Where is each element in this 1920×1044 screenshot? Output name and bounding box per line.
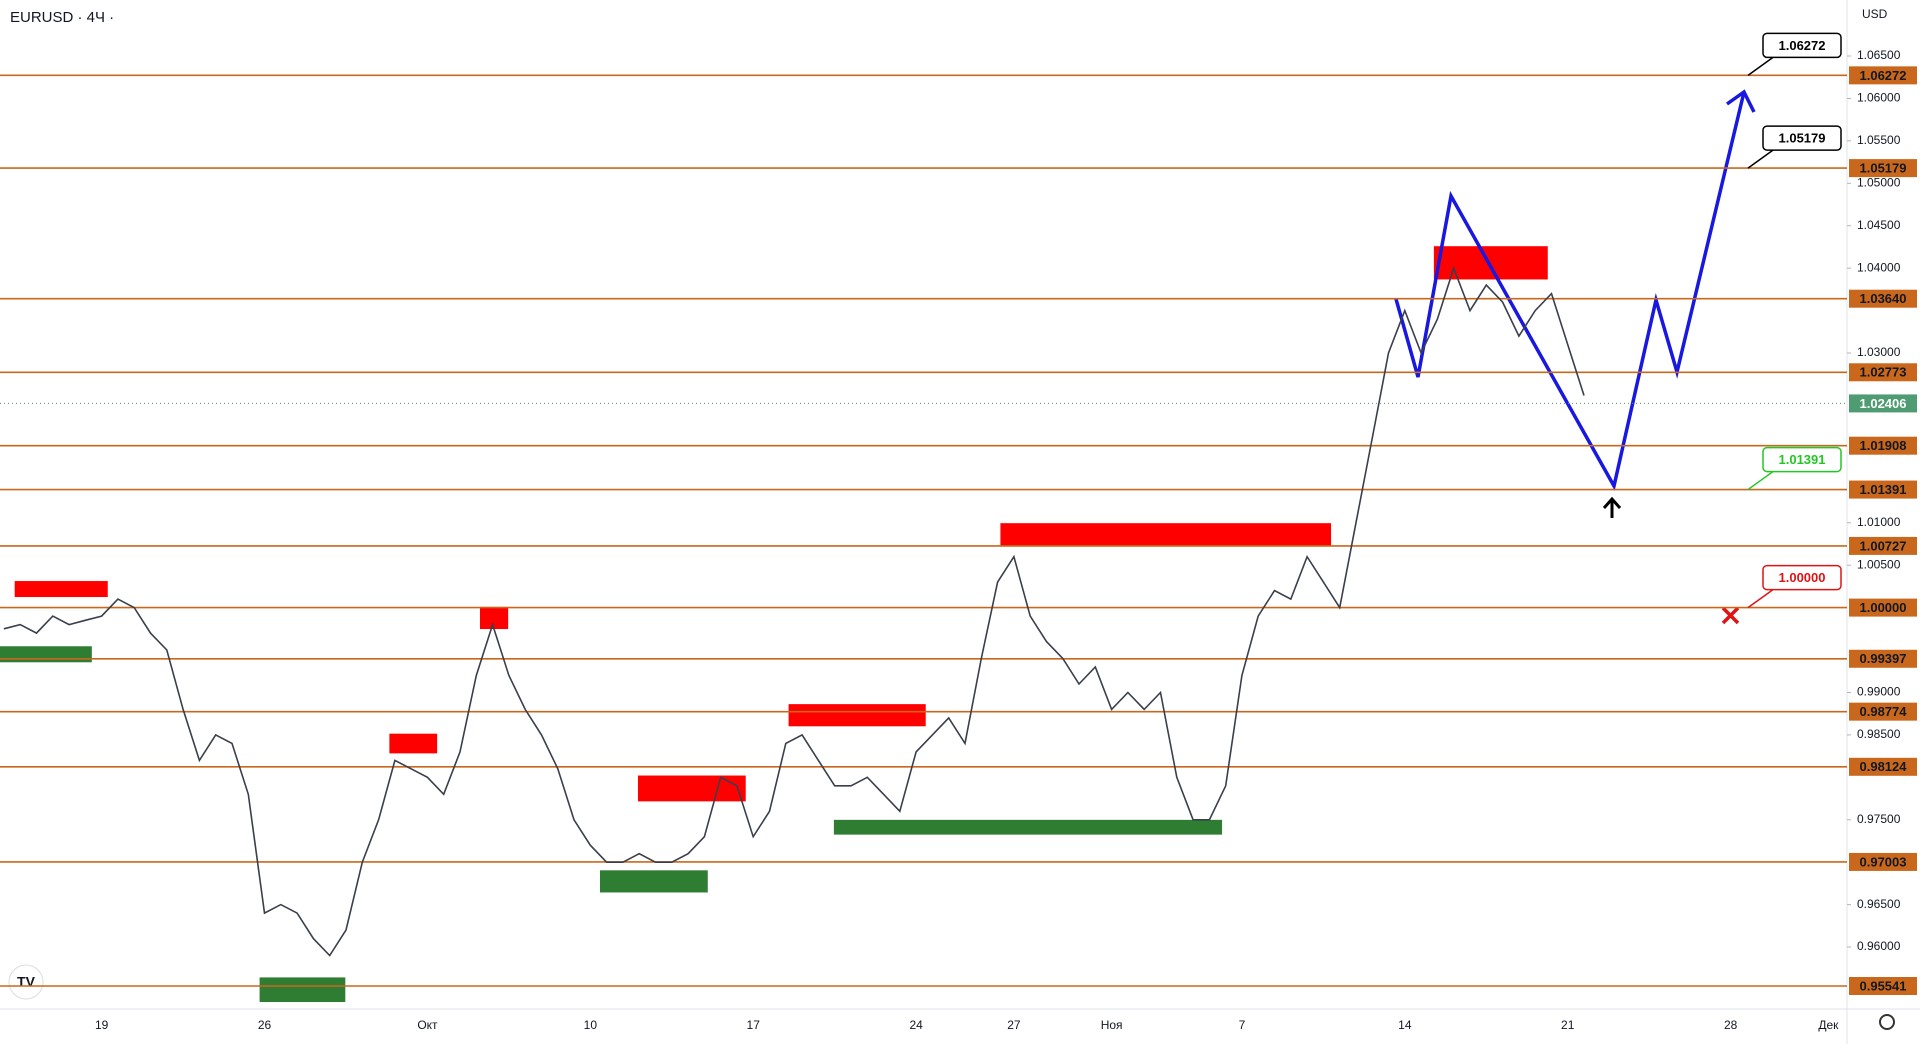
- zones: [0, 246, 1548, 1003]
- zone: [637, 775, 746, 802]
- x-tick-label: 17: [747, 1018, 761, 1032]
- level-label: 1.05179: [1860, 161, 1907, 176]
- up-arrow: [1602, 496, 1622, 518]
- x-tick-label: 21: [1561, 1018, 1575, 1032]
- y-tick-label: 1.05000: [1857, 175, 1901, 189]
- logo[interactable]: TV: [8, 964, 44, 1000]
- y-tick-label: 0.96500: [1857, 897, 1901, 911]
- zone: [788, 704, 926, 727]
- callout-pointer: [1747, 149, 1774, 169]
- level-label: 1.01391: [1860, 482, 1907, 497]
- y-tick-label: 1.06000: [1857, 91, 1901, 105]
- callout-pointer: [1747, 56, 1774, 76]
- zone: [1000, 523, 1332, 547]
- callout-box: [1762, 125, 1842, 151]
- y-tick-label: 1.03000: [1857, 345, 1901, 359]
- y-tick-label: 1.04000: [1857, 260, 1901, 274]
- level-label: 0.97003: [1860, 854, 1907, 869]
- zone: [259, 977, 346, 1003]
- level-label: 0.98124: [1860, 759, 1908, 774]
- last-price-box: [1849, 394, 1917, 413]
- callout-box: [1762, 564, 1842, 591]
- level-label-box: [1849, 702, 1917, 721]
- callout-label: 1.01391: [1779, 452, 1826, 467]
- level-label: 0.99397: [1860, 651, 1907, 666]
- callout-label: 1.05179: [1779, 131, 1826, 146]
- level-label-box: [1849, 436, 1917, 455]
- zone: [389, 733, 438, 754]
- x-tick-label: 24: [909, 1018, 923, 1032]
- symbol-title: EURUSD · 4Ч ·: [10, 9, 114, 26]
- level-label-box: [1849, 649, 1917, 668]
- settings-icon[interactable]: [1879, 1014, 1895, 1030]
- zone: [1433, 246, 1548, 280]
- x-tick-label: 26: [258, 1018, 272, 1032]
- level-label-box: [1849, 977, 1917, 996]
- y-tick-label: 1.00500: [1857, 557, 1901, 571]
- projection-arrowhead: [1725, 89, 1756, 113]
- level-label-box: [1849, 363, 1917, 382]
- currency[interactable]: USD: [1862, 7, 1888, 21]
- level-label-box: [1849, 536, 1917, 555]
- level-label-box: [1849, 66, 1917, 85]
- x-tick-label: Ноя: [1101, 1018, 1123, 1032]
- y-tick-label: 1.05500: [1857, 133, 1901, 147]
- x-tick-label: 28: [1724, 1018, 1738, 1032]
- price-line: [3, 265, 1585, 957]
- x-tick-label: Окт: [417, 1018, 438, 1032]
- x-tick-label: 7: [1239, 1018, 1246, 1032]
- svg-text:TV: TV: [17, 974, 36, 990]
- level-label-box: [1849, 852, 1917, 871]
- callout-box: [1762, 32, 1842, 59]
- callout-pointer: [1747, 470, 1774, 491]
- x-tick-label: 14: [1398, 1018, 1412, 1032]
- callout-label: 1.00000: [1779, 570, 1826, 585]
- callout-box: [1762, 446, 1842, 473]
- x-tick-label: 27: [1007, 1018, 1021, 1032]
- level-label: 1.00000: [1860, 600, 1907, 615]
- level-label-box: [1849, 757, 1917, 776]
- x-tick-label: Дек: [1818, 1018, 1839, 1032]
- y-tick-label: 1.01000: [1857, 515, 1901, 529]
- level-label: 1.02773: [1860, 365, 1907, 380]
- zone: [600, 870, 708, 893]
- level-label-box: [1849, 480, 1917, 499]
- level-label: 1.00727: [1860, 538, 1907, 553]
- zone: [480, 606, 509, 630]
- x-tick-label: 19: [95, 1018, 109, 1032]
- zone: [14, 581, 108, 598]
- level-label: 0.98774: [1860, 704, 1908, 719]
- level-label-box: [1849, 598, 1917, 617]
- zone: [0, 646, 92, 663]
- level-label: 1.03640: [1860, 291, 1907, 306]
- callout-pointer: [1747, 588, 1774, 609]
- level-label-box: [1849, 289, 1917, 308]
- level-label: 1.01908: [1860, 438, 1907, 453]
- zone: [833, 819, 1223, 835]
- cross-mark: [1721, 606, 1740, 625]
- y-tick-label: 0.96000: [1857, 939, 1901, 953]
- level-label: 1.06272: [1860, 68, 1907, 83]
- y-tick-label: 0.98500: [1857, 727, 1901, 741]
- y-tick-label: 1.06500: [1857, 48, 1901, 62]
- y-tick-label: 0.97500: [1857, 812, 1901, 826]
- last-price-label: 1.02406: [1860, 396, 1907, 411]
- level-label-box: [1849, 159, 1917, 178]
- callout-label: 1.06272: [1779, 38, 1826, 53]
- y-tick-label: 1.04500: [1857, 218, 1901, 232]
- level-label: 0.95541: [1860, 978, 1907, 993]
- y-tick-label: 0.99000: [1857, 685, 1901, 699]
- x-tick-label: 10: [584, 1018, 598, 1032]
